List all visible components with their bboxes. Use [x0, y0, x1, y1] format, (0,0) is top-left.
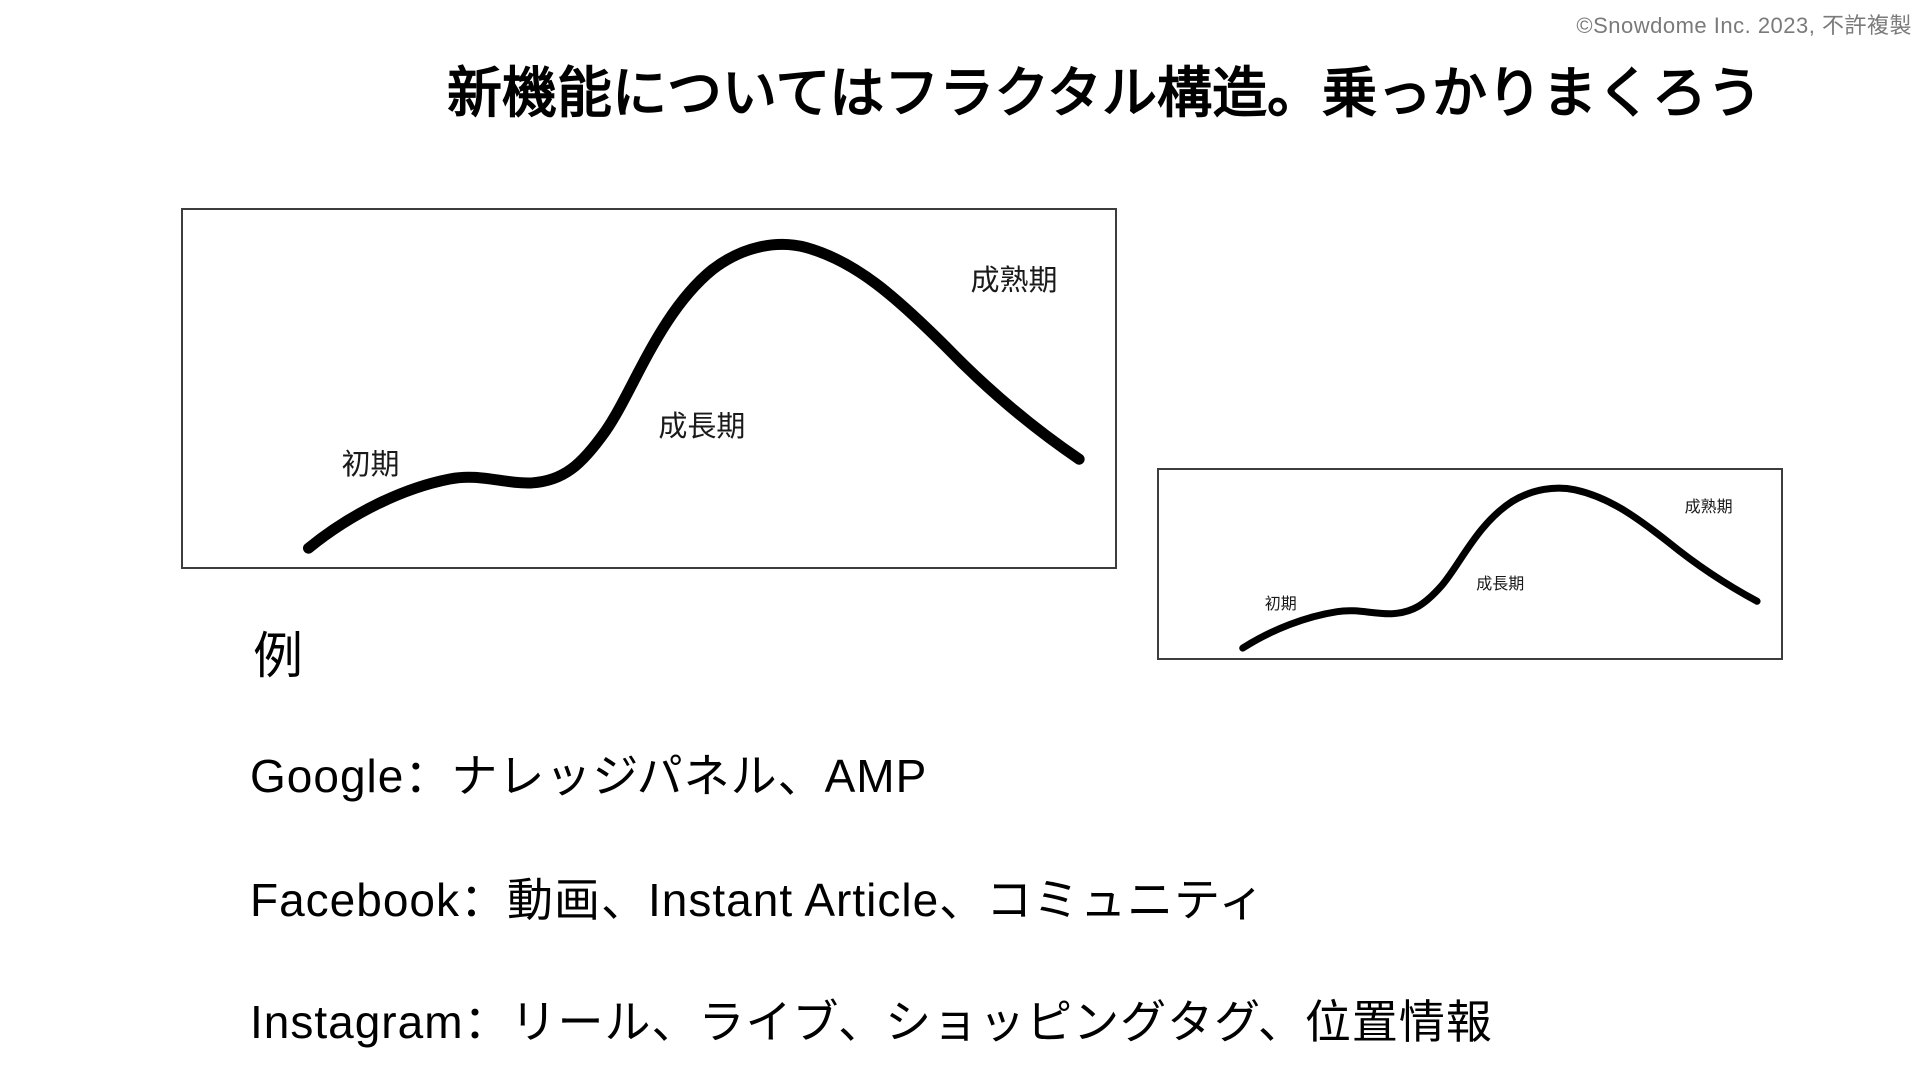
example-line-google: Google：ナレッジパネル、AMP [250, 750, 928, 802]
examples-heading: 例 [253, 628, 303, 684]
stage-label-early: 初期 [341, 448, 400, 481]
lifecycle-curve [183, 210, 1115, 567]
stage-label-maturity: 成熟期 [970, 265, 1058, 298]
copyright-notice: ©Snowdome Inc. 2023, 不許複製 [1576, 13, 1912, 38]
lifecycle-diagram-large: 初期 成長期 成熟期 [181, 208, 1117, 569]
stage-label-growth: 成長期 [1476, 576, 1525, 594]
stage-label-early: 初期 [1264, 595, 1297, 613]
stage-label-maturity: 成熟期 [1684, 499, 1733, 517]
stage-label-growth: 成長期 [658, 411, 746, 444]
lifecycle-curve [1159, 470, 1781, 658]
slide-title: 新機能についてはフラクタル構造。乗っかりまくろう [447, 62, 1763, 124]
example-line-instagram: Instagram：リール、ライブ、ショッピングタグ、位置情報 [250, 996, 1493, 1048]
example-line-facebook: Facebook：動画、Instant Article、コミュニティ [250, 874, 1266, 926]
lifecycle-diagram-small: 初期 成長期 成熟期 [1157, 468, 1783, 660]
